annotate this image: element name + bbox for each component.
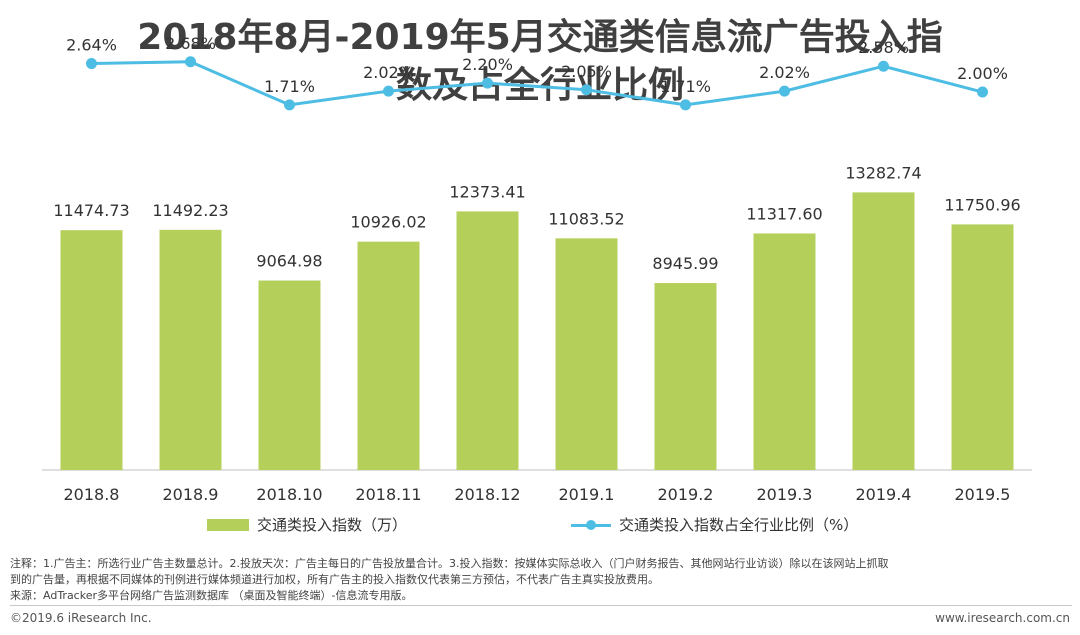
legend-bar: 交通类投入指数（万） — [207, 514, 407, 535]
bar-label-2019.1: 11083.52 — [548, 209, 624, 228]
bar-label-2019.3: 11317.60 — [746, 204, 822, 223]
x-tick-2018.8: 2018.8 — [64, 485, 120, 504]
legend-line-swatch — [571, 519, 611, 531]
ratio-label-2018.12: 2.20% — [462, 55, 513, 74]
ratio-point-2019.2 — [680, 99, 691, 111]
ratio-label-2018.10: 1.71% — [264, 77, 315, 96]
x-tick-2019.5: 2019.5 — [955, 485, 1011, 504]
ratio-label-2019.4: 2.58% — [858, 38, 909, 57]
chart-title-line1: 2018年8月-2019年5月交通类信息流广告投入指 — [137, 17, 943, 58]
ratio-point-2018.11 — [383, 85, 394, 97]
ratio-label-2019.1: 2.05% — [561, 62, 612, 81]
notes: 注释：1.广告主：所选行业广告主数量总计。2.投放天次：广告主每日的广告投放量合… — [10, 556, 1072, 604]
bar-label-2018.9: 11492.23 — [152, 201, 228, 220]
bar-label-2018.12: 12373.41 — [449, 182, 525, 201]
footer-divider — [10, 605, 1072, 606]
ratio-point-2019.5 — [977, 86, 988, 98]
bar-2019.5 — [951, 224, 1014, 470]
x-tick-2019.4: 2019.4 — [856, 485, 912, 504]
ratio-point-2019.4 — [878, 60, 889, 72]
bar-label-2019.4: 13282.74 — [845, 163, 921, 182]
legend-line-label: 交通类投入指数占全行业比例（%） — [619, 516, 859, 534]
ratio-point-2018.8 — [86, 58, 97, 70]
bar-label-2018.11: 10926.02 — [350, 213, 426, 232]
bar-label-2018.8: 11474.73 — [53, 201, 129, 220]
website-link[interactable]: www.iresearch.com.cn — [935, 611, 1070, 625]
bar-label-2018.10: 9064.98 — [256, 252, 322, 271]
bar-2019.4 — [852, 192, 915, 470]
ratio-label-2019.2: 1.71% — [660, 77, 711, 96]
ratio-label-2018.9: 2.68% — [165, 34, 216, 53]
x-tick-2018.12: 2018.12 — [454, 485, 520, 504]
bar-2019.3 — [753, 233, 816, 470]
x-tick-2019.1: 2019.1 — [559, 485, 615, 504]
ratio-point-2018.9 — [185, 56, 196, 68]
ratio-label-2019.5: 2.00% — [957, 64, 1008, 83]
legend-bar-swatch — [207, 518, 249, 531]
ratio-label-2019.3: 2.02% — [759, 63, 810, 82]
source-line: 来源：AdTracker多平台网络广告监测数据库 （桌面及智能终端）-信息流专用… — [10, 589, 413, 602]
ratio-line — [91, 60, 983, 107]
ratio-point-2019.3 — [779, 85, 790, 97]
x-tick-2018.11: 2018.11 — [355, 485, 421, 504]
bar-2018.9 — [159, 229, 222, 470]
copyright-text: ©2019.6 iResearch Inc. — [10, 611, 152, 625]
ratio-point-2018.12 — [482, 77, 493, 89]
bar-2019.1 — [555, 238, 618, 470]
ratio-label-2018.8: 2.64% — [66, 36, 117, 55]
bar-2018.10 — [258, 280, 321, 470]
x-tick-2018.9: 2018.9 — [163, 485, 219, 504]
bar-2019.2 — [654, 283, 717, 470]
ratio-point-2019.1 — [581, 84, 592, 96]
x-tick-2019.2: 2019.2 — [658, 485, 714, 504]
legend-line: 交通类投入指数占全行业比例（%） — [571, 514, 858, 535]
bar-2018.12 — [456, 211, 519, 470]
note-line-2: 到的广告量，再根据不同媒体的刊例进行媒体频道进行加权，所有广告主的投入指数仅代表… — [10, 573, 659, 586]
x-tick-2019.3: 2019.3 — [757, 485, 813, 504]
x-tick-2018.10: 2018.10 — [256, 485, 322, 504]
bar-label-2019.2: 8945.99 — [652, 254, 718, 273]
bar-2018.11 — [357, 241, 420, 470]
note-line-1: 注释：1.广告主：所选行业广告主数量总计。2.投放天次：广告主每日的广告投放量合… — [10, 557, 889, 570]
combo-chart: 11474.73 2018.8 11492.23 2018.9 9064.98 2018.… — [42, 34, 1032, 504]
bar-2018.8 — [60, 230, 123, 470]
ratio-point-2018.10 — [284, 99, 295, 111]
bar-label-2019.5: 11750.96 — [944, 195, 1020, 214]
ratio-label-2018.11: 2.02% — [363, 63, 414, 82]
legend-bar-label: 交通类投入指数（万） — [257, 516, 408, 534]
